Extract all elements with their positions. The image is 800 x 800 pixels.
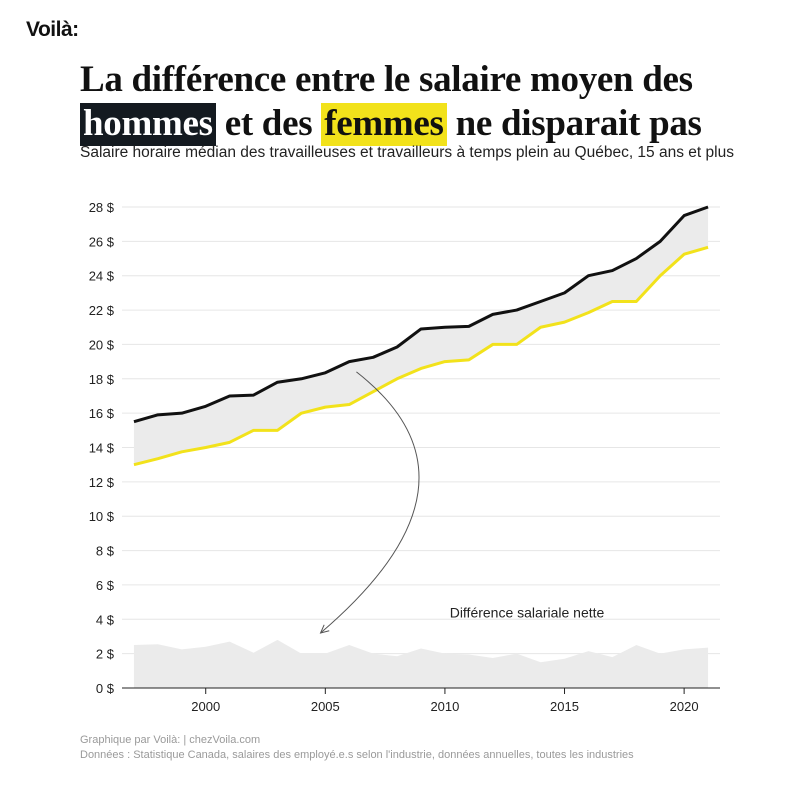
x-tick-label: 2010	[430, 699, 459, 714]
x-tick-label: 2005	[311, 699, 340, 714]
y-tick-label: 2 $	[96, 647, 115, 662]
y-tick-label: 26 $	[89, 234, 115, 249]
gap-band-area	[133, 207, 709, 465]
difference-area	[133, 639, 709, 688]
annotation-layer: Différence salariale nette	[319, 371, 605, 634]
y-tick-label: 6 $	[96, 578, 115, 593]
line-layer	[133, 205, 709, 467]
title-part-2: et des	[224, 103, 313, 144]
y-tick-label: 4 $	[96, 612, 115, 627]
title-men-highlight: hommes	[80, 103, 216, 146]
brand-logo: Voilà:	[26, 18, 79, 41]
y-tick-label: 10 $	[89, 509, 115, 524]
y-tick-label: 14 $	[89, 441, 115, 456]
y-tick-label: 16 $	[89, 406, 115, 421]
x-tick-label: 2015	[550, 699, 579, 714]
y-tick-label: 18 $	[89, 372, 115, 387]
title-part-1: La différence entre le salaire moyen des	[80, 59, 693, 100]
x-tick-label: 2020	[670, 699, 699, 714]
y-tick-label: 22 $	[89, 303, 115, 318]
y-tick-label: 28 $	[89, 200, 115, 215]
footer-source: Données : Statistique Canada, salaires d…	[80, 749, 634, 761]
y-tick-label: 12 $	[89, 475, 115, 490]
chart-title: La différence entre le salaire moyen des…	[80, 58, 780, 146]
series-line-women	[133, 245, 709, 467]
chart-subtitle: Salaire horaire médian des travailleuses…	[80, 144, 734, 161]
wage-line-chart: 0 $ 2 $ 4 $ 6 $ 8 $ 10 $ 12 $ 14 $ 16 $ 18 $ 20 $ 2…	[89, 200, 720, 714]
y-tick-label: 0 $	[96, 681, 115, 696]
fill-layer	[133, 207, 709, 688]
y-tick-label: 24 $	[89, 269, 115, 284]
footer: Graphique par Voilà: | chezVoila.com Don…	[80, 733, 634, 763]
series-line-men	[133, 205, 709, 424]
x-tick-label: 2000	[191, 699, 220, 714]
title-part-3: ne disparait pas	[455, 103, 702, 144]
annotation-arrow	[320, 371, 420, 634]
y-tick-label: 8 $	[96, 544, 115, 559]
title-women-highlight: femmes	[321, 103, 447, 146]
y-tick-label: 20 $	[89, 337, 115, 352]
annotation-arrowhead	[319, 624, 330, 634]
footer-credit: Graphique par Voilà: | chezVoila.com	[80, 734, 261, 746]
axis-layer: 0 $ 2 $ 4 $ 6 $ 8 $ 10 $ 12 $ 14 $ 16 $ 18 $ 20 $ 2…	[89, 200, 720, 714]
annotation-label: Différence salariale nette	[450, 604, 605, 620]
